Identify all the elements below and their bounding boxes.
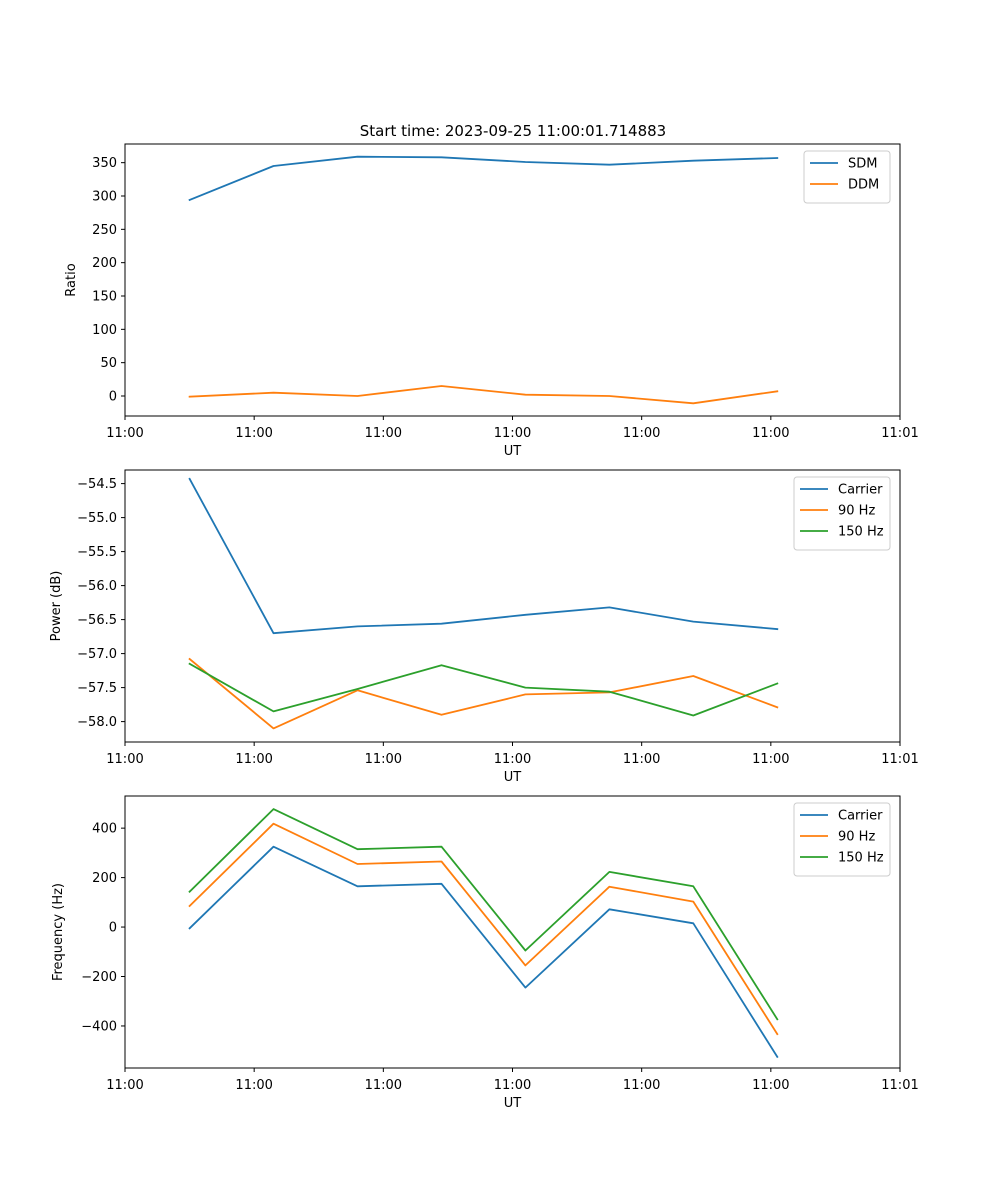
series-line-150-hz <box>188 662 779 717</box>
x-tick-label: 11:00 <box>752 426 789 441</box>
x-tick-label: 11:00 <box>752 752 789 767</box>
x-tick-label: 11:01 <box>881 752 918 767</box>
y-tick-label: −55.5 <box>77 545 117 560</box>
x-tick-label: 11:00 <box>106 752 143 767</box>
x-tick-label: 11:00 <box>752 1078 789 1093</box>
x-tick-label: 11:00 <box>365 752 402 767</box>
legend-label: 90 Hz <box>838 504 875 519</box>
y-tick-label: −55.0 <box>77 511 117 526</box>
x-tick-label: 11:00 <box>623 1078 660 1093</box>
legend-label: Carrier <box>838 809 883 824</box>
x-tick-label: 11:00 <box>106 1078 143 1093</box>
x-tick-label: 11:00 <box>106 426 143 441</box>
x-tick-label: 11:00 <box>235 426 272 441</box>
legend-label: SDM <box>848 157 877 172</box>
x-axis-label: UT <box>504 1096 522 1111</box>
x-axis-label: UT <box>504 770 522 785</box>
panel-1: 11:00 11:00 11:00 11:00 11:00 11:00 11:01 0 50 10… <box>64 143 919 459</box>
legend: Carrier 90 Hz 150 Hz <box>793 802 891 877</box>
y-tick-label: 250 <box>92 223 117 238</box>
series-line-carrier <box>188 845 779 1059</box>
series-line-sdm <box>188 155 779 202</box>
legend-label: 150 Hz <box>838 851 884 866</box>
y-tick-label: 200 <box>92 871 117 886</box>
y-tick-label: −56.0 <box>77 579 117 594</box>
legend-label: 150 Hz <box>838 525 884 540</box>
x-tick-label: 11:01 <box>881 426 918 441</box>
x-axis-label: UT <box>504 444 522 459</box>
series-line-90-hz <box>188 822 779 1036</box>
y-tick-label: −58.0 <box>77 715 117 730</box>
y-tick-label: 350 <box>92 156 117 171</box>
x-tick-label: 11:01 <box>881 1078 918 1093</box>
y-tick-label: −54.5 <box>77 477 117 492</box>
x-tick-label: 11:00 <box>494 1078 531 1093</box>
panel-2: 11:00 11:00 11:00 11:00 11:00 11:00 11:01 −54.5… <box>49 469 919 785</box>
panel-3: 11:00 11:00 11:00 11:00 11:00 11:00 11:01 −400 −… <box>51 795 919 1111</box>
x-tick-label: 11:00 <box>365 426 402 441</box>
panels: 11:00 11:00 11:00 11:00 11:00 11:00 11:01 0 50 10… <box>49 143 919 1111</box>
x-tick-label: 11:00 <box>235 1078 272 1093</box>
legend: Carrier 90 Hz 150 Hz <box>793 476 891 551</box>
x-tick-label: 11:00 <box>623 426 660 441</box>
series-line-150-hz <box>188 808 779 1021</box>
x-tick-label: 11:00 <box>494 426 531 441</box>
y-tick-label: −400 <box>81 1019 117 1034</box>
series-line-ddm <box>188 385 779 405</box>
legend-label: 90 Hz <box>838 830 875 845</box>
y-tick-label: −57.5 <box>77 681 117 696</box>
figure-title: Start time: 2023-09-25 11:00:01.714883 <box>360 122 666 140</box>
x-tick-label: 11:00 <box>235 752 272 767</box>
y-tick-label: 50 <box>100 356 117 371</box>
legend: SDM DDM <box>803 150 891 204</box>
y-tick-label: 200 <box>92 256 117 271</box>
y-tick-label: −56.5 <box>77 613 117 628</box>
y-axis-label: Ratio <box>64 263 79 296</box>
legend-frame <box>803 150 891 204</box>
y-tick-label: 150 <box>92 290 117 305</box>
legend-label: DDM <box>848 178 879 193</box>
y-tick-label: 300 <box>92 190 117 205</box>
y-tick-label: 0 <box>109 390 117 405</box>
y-tick-label: 100 <box>92 323 117 338</box>
y-axis-label: Frequency (Hz) <box>51 883 66 981</box>
y-tick-label: −57.0 <box>77 647 117 662</box>
x-tick-label: 11:00 <box>365 1078 402 1093</box>
y-tick-label: 0 <box>109 921 117 936</box>
x-tick-label: 11:00 <box>494 752 531 767</box>
x-tick-label: 11:00 <box>623 752 660 767</box>
y-tick-label: −200 <box>81 970 117 985</box>
series-line-carrier <box>188 477 779 635</box>
legend-label: Carrier <box>838 483 883 498</box>
y-axis-label: Power (dB) <box>49 571 64 642</box>
series-line-90-hz <box>188 657 779 730</box>
y-tick-label: 400 <box>92 822 117 837</box>
